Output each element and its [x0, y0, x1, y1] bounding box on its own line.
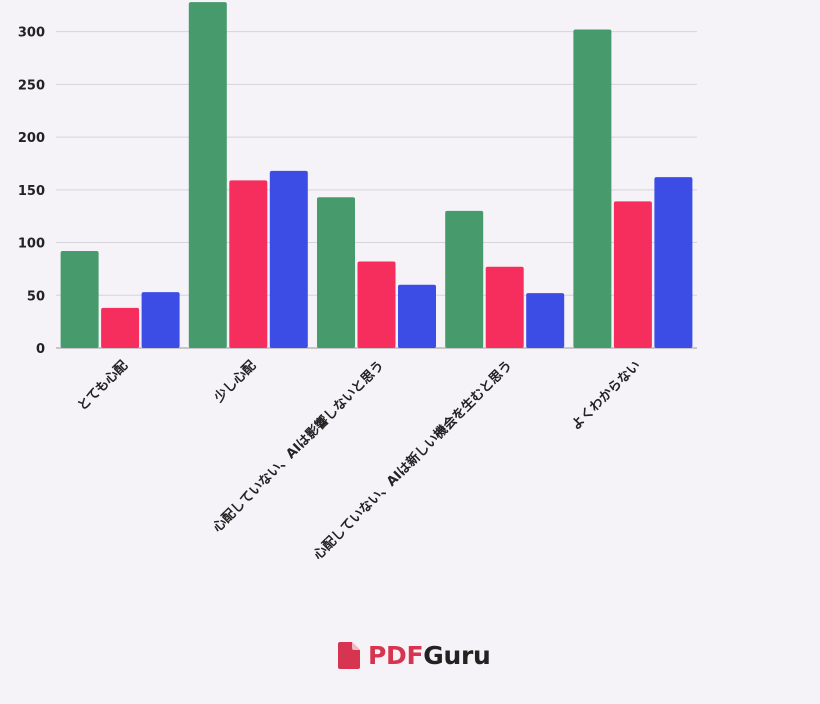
bar: [229, 180, 268, 348]
y-tick-label: 250: [18, 78, 45, 93]
brand-guru-text: Guru: [423, 640, 491, 670]
bar: [317, 197, 355, 348]
x-tick-label: とても心配: [75, 358, 131, 414]
pdf-guru-logo: PDFGuru: [338, 640, 491, 670]
y-tick-label: 0: [36, 342, 45, 357]
x-tick-label: 少し心配: [210, 358, 259, 407]
x-tick-label: よくわからない: [569, 358, 644, 433]
bar: [613, 201, 652, 348]
y-tick-label: 100: [18, 237, 45, 252]
bar: [357, 261, 396, 348]
bar: [485, 266, 524, 348]
bar: [526, 293, 565, 348]
bar: [445, 210, 484, 348]
y-tick-label: 150: [18, 184, 45, 199]
bar: [654, 177, 693, 348]
bar: [101, 307, 140, 348]
bar: [188, 2, 227, 348]
y-tick-label: 50: [27, 289, 45, 304]
pdf-file-icon: [338, 641, 360, 669]
x-tick-label: 心配していない、AIは新しい機会を生むと思う: [310, 358, 515, 563]
bar: [398, 284, 436, 348]
bar: [573, 29, 612, 348]
brand-pdf-text: PDF: [368, 640, 424, 670]
y-tick-label: 300: [18, 26, 45, 41]
bar: [60, 250, 99, 348]
bar: [269, 170, 308, 348]
bar: [141, 292, 180, 348]
y-tick-label: 200: [18, 131, 45, 146]
